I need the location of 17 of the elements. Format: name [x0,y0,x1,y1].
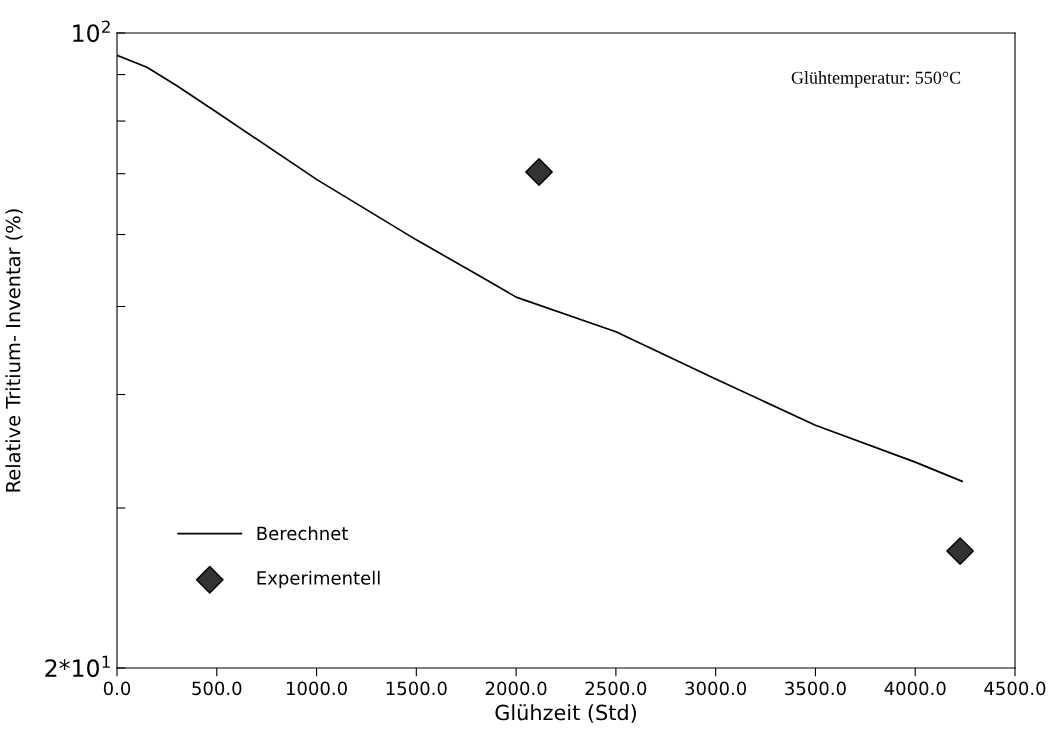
x-tick-label: 2000.0 [485,681,547,696]
x-tick-label: 1000.0 [286,681,347,696]
x-tick-label: 4000.0 [884,681,946,696]
x-axis-title: Glühzeit (Std) [495,704,636,723]
annotation: Glühtemperatur: 550°C [791,71,961,88]
legend-label: Experimentell [257,570,380,589]
x-tick-label: 1500.0 [386,681,447,696]
y-tick-label: 10$^{2}$ [73,20,110,43]
x-tick-label: 2500.0 [585,681,647,696]
x-tick-label: 3000.0 [685,681,747,696]
y-axis-title: Relative Tritium- Inventar (%) [5,209,23,492]
legend-label: Berechnet [257,526,348,541]
x-tick-label: 3500.0 [785,681,846,696]
x-tick-label: 0.0 [103,681,131,696]
x-tick-label: 500.0 [192,681,242,696]
x-tick-label: 4500.0 [984,681,1046,696]
y-tick-label: 2*10$^{1}$ [45,655,110,678]
